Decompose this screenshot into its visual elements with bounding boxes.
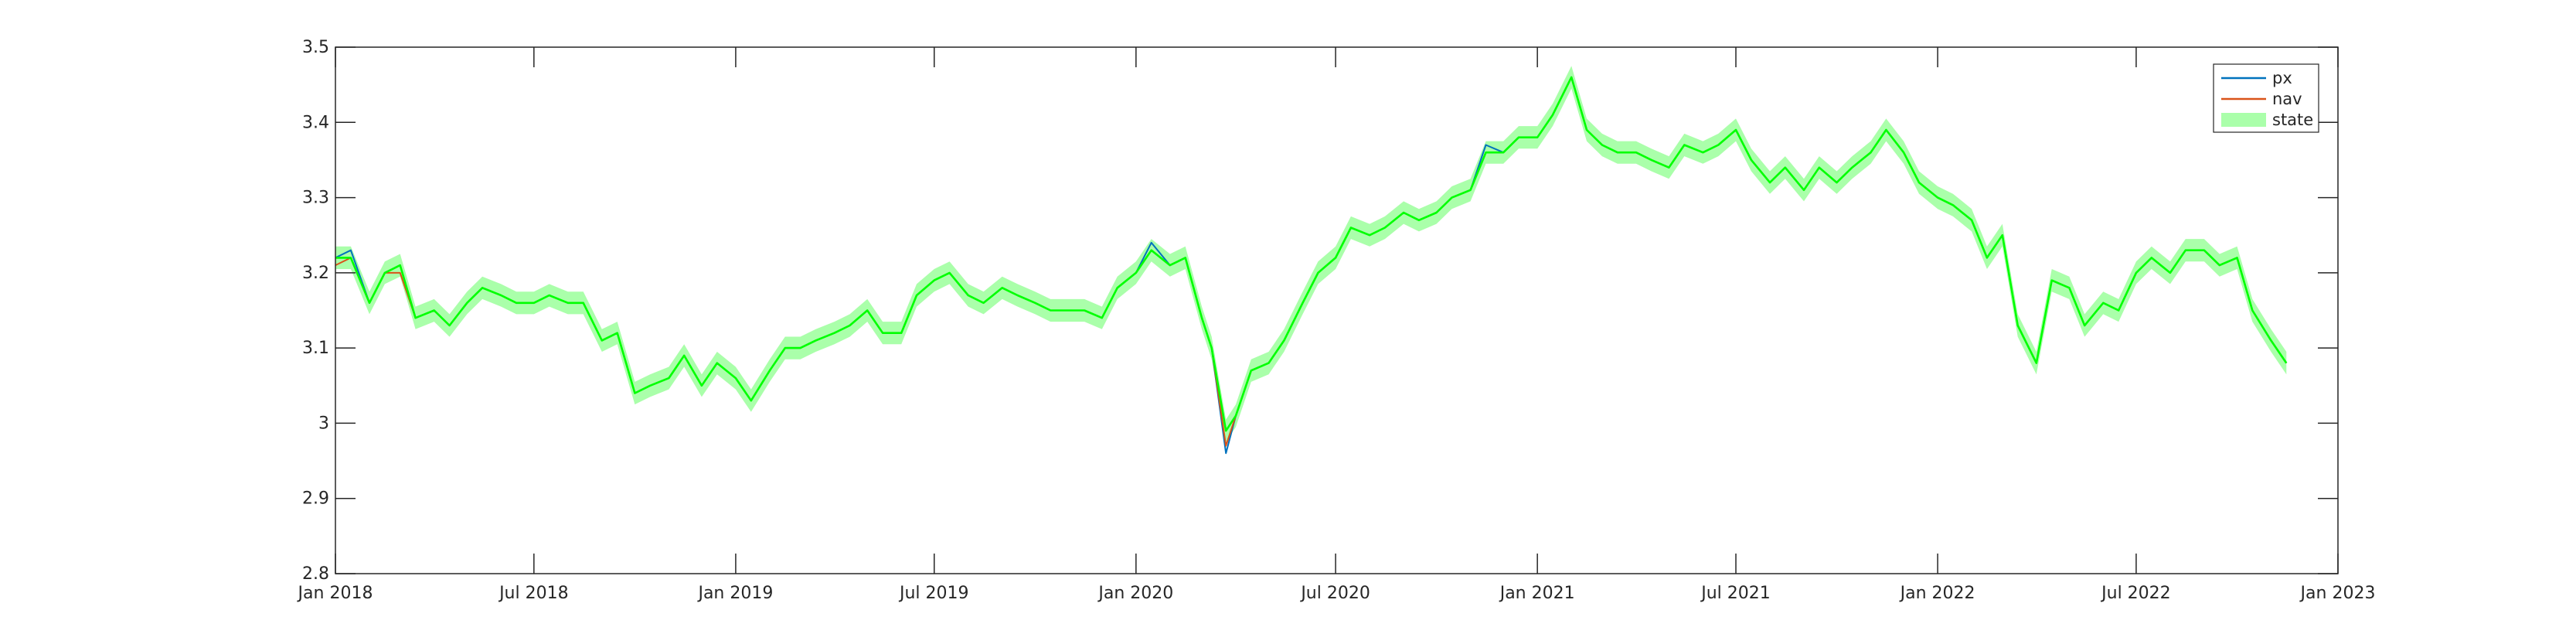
state-series-line [335, 76, 2288, 432]
y-tick-label: 2.9 [302, 489, 329, 509]
y-tick-label: 3.3 [302, 189, 329, 208]
x-axis: Jan 2018 Jul 2018 Jan 2019 Jul 2019 Jan 2020… [297, 47, 2376, 603]
state-band-layer [335, 66, 2287, 442]
legend-label-px: px [2272, 69, 2292, 87]
series-lines-layer [335, 76, 2288, 455]
x-tick-label: Jan 2023 [2299, 584, 2376, 603]
legend-label-state: state [2272, 111, 2313, 129]
x-tick-label: Jan 2019 [696, 584, 773, 603]
y-tick-label: 3.2 [302, 264, 329, 283]
y-tick-label: 3 [318, 414, 329, 433]
y-tick-label: 3.4 [302, 113, 329, 132]
y-tick-label: 3.5 [302, 38, 329, 57]
x-tick-label: Jul 2019 [898, 584, 969, 603]
x-tick-label: Jul 2020 [1299, 584, 1370, 603]
x-tick-label: Jul 2018 [498, 584, 569, 603]
x-tick-label: Jul 2021 [1700, 584, 1771, 603]
y-tick-label: 3.1 [302, 339, 329, 358]
legend-label-nav: nav [2272, 90, 2302, 108]
x-tick-label: Jan 2022 [1899, 584, 1975, 603]
x-tick-label: Jul 2022 [2100, 584, 2171, 603]
x-tick-label: Jan 2018 [297, 584, 373, 603]
x-tick-label: Jan 2021 [1499, 584, 1575, 603]
state-band [335, 66, 2287, 442]
y-axis: 2.8 2.9 3 3.1 3.2 3.3 3.4 3.5 [302, 38, 2338, 584]
legend-swatch-state [2221, 113, 2266, 127]
y-tick-label: 2.8 [302, 564, 329, 584]
plot-area-frame [335, 46, 2339, 574]
x-tick-label: Jan 2020 [1097, 584, 1173, 603]
legend: px nav state [2213, 63, 2319, 133]
